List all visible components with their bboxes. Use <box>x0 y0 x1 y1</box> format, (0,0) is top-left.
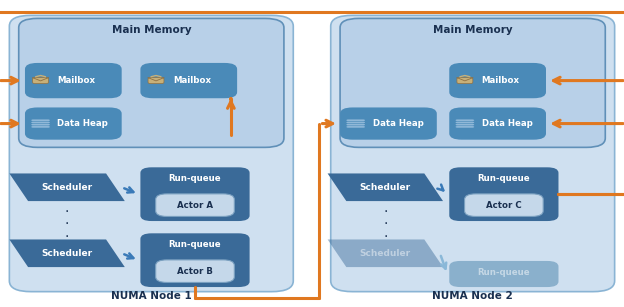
FancyBboxPatch shape <box>456 119 474 121</box>
FancyBboxPatch shape <box>340 18 605 147</box>
Text: Actor C: Actor C <box>486 201 522 210</box>
FancyBboxPatch shape <box>148 78 164 84</box>
Polygon shape <box>9 239 125 267</box>
FancyBboxPatch shape <box>32 78 49 84</box>
FancyBboxPatch shape <box>340 107 437 140</box>
FancyBboxPatch shape <box>31 119 50 121</box>
FancyBboxPatch shape <box>456 124 474 126</box>
FancyBboxPatch shape <box>140 233 250 287</box>
Text: Actor A: Actor A <box>177 201 213 210</box>
Text: .: . <box>65 213 69 227</box>
FancyBboxPatch shape <box>449 167 558 221</box>
FancyBboxPatch shape <box>449 107 546 140</box>
Text: .: . <box>383 213 388 227</box>
FancyBboxPatch shape <box>456 122 474 123</box>
FancyBboxPatch shape <box>449 261 558 287</box>
FancyBboxPatch shape <box>25 107 122 140</box>
Text: Mailbox: Mailbox <box>482 76 520 85</box>
FancyBboxPatch shape <box>346 122 365 123</box>
FancyBboxPatch shape <box>31 122 50 123</box>
Text: .: . <box>383 201 388 215</box>
Polygon shape <box>9 173 125 201</box>
Text: Data Heap: Data Heap <box>57 119 109 128</box>
FancyBboxPatch shape <box>31 124 50 126</box>
FancyBboxPatch shape <box>155 260 235 282</box>
Text: Run-queue: Run-queue <box>477 268 530 277</box>
Text: Run-queue: Run-queue <box>477 174 530 183</box>
FancyBboxPatch shape <box>456 126 474 128</box>
Text: Data Heap: Data Heap <box>482 119 533 128</box>
FancyBboxPatch shape <box>31 126 50 128</box>
Text: NUMA Node 2: NUMA Node 2 <box>432 291 513 301</box>
FancyBboxPatch shape <box>155 194 235 216</box>
Text: Mailbox: Mailbox <box>57 76 95 85</box>
Text: .: . <box>65 201 69 215</box>
Text: .: . <box>383 226 388 239</box>
Text: .: . <box>65 226 69 239</box>
Text: Actor B: Actor B <box>177 267 213 276</box>
Text: Scheduler: Scheduler <box>42 249 92 258</box>
Text: Main Memory: Main Memory <box>112 25 191 35</box>
FancyBboxPatch shape <box>9 15 293 292</box>
FancyBboxPatch shape <box>346 126 365 128</box>
Text: Scheduler: Scheduler <box>360 183 411 192</box>
FancyBboxPatch shape <box>331 15 615 292</box>
Text: Mailbox: Mailbox <box>173 76 211 85</box>
FancyBboxPatch shape <box>140 167 250 221</box>
Text: Run-queue: Run-queue <box>168 174 222 183</box>
Text: Data Heap: Data Heap <box>373 119 424 128</box>
FancyBboxPatch shape <box>464 194 543 216</box>
FancyBboxPatch shape <box>346 119 365 121</box>
FancyBboxPatch shape <box>457 78 473 84</box>
FancyBboxPatch shape <box>449 63 546 98</box>
Text: Scheduler: Scheduler <box>42 183 92 192</box>
FancyBboxPatch shape <box>25 63 122 98</box>
Text: NUMA Node 1: NUMA Node 1 <box>111 291 192 301</box>
Text: Run-queue: Run-queue <box>168 240 222 249</box>
Polygon shape <box>328 173 443 201</box>
Text: Scheduler: Scheduler <box>360 249 411 258</box>
Polygon shape <box>328 239 443 267</box>
FancyBboxPatch shape <box>19 18 284 147</box>
FancyBboxPatch shape <box>346 124 365 126</box>
Text: Main Memory: Main Memory <box>433 25 512 35</box>
FancyBboxPatch shape <box>140 63 237 98</box>
